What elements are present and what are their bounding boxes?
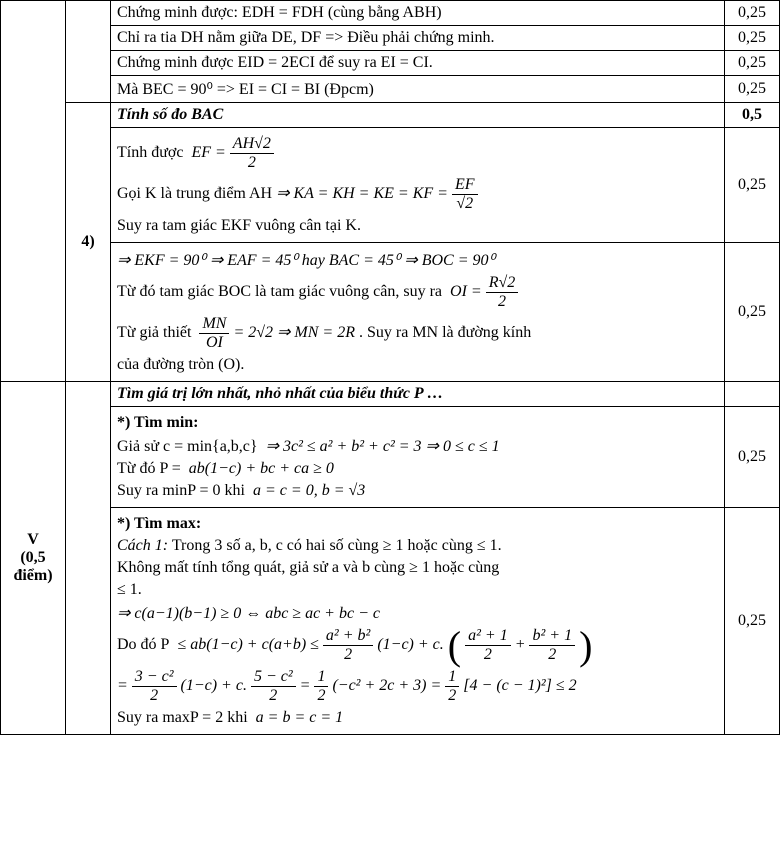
table-row: ⇒ EKF = 90⁰ ⇒ EAF = 45⁰ hay BAC = 45⁰ ⇒ …: [1, 243, 780, 382]
text: Suy ra minP = 0 khi: [117, 482, 245, 499]
math: EF =: [191, 144, 225, 161]
math: ≤ ab(1−c) + c(a+b) ≤: [177, 636, 318, 653]
math: ⇒ EKF = 90⁰ ⇒ EAF = 45⁰ hay BAC = 45⁰ ⇒ …: [117, 250, 718, 270]
heading: *) Tìm min:: [117, 414, 718, 432]
denominator: 2: [323, 646, 373, 664]
text: Giả sử c = min{a,b,c}: [117, 438, 258, 455]
math: ⇒ KA = KH = KE = KF =: [276, 185, 448, 202]
text: Tính được: [117, 144, 183, 161]
heading: *) Tìm max:: [117, 515, 718, 533]
table-row: Tính được EF = AH√2 2 Gọi K là trung điể…: [1, 128, 780, 243]
math: (1−c) + c.: [377, 636, 443, 653]
table-row: 4) Tính số đo BAC 0,5: [1, 103, 780, 128]
score-cell: 0,25: [725, 508, 780, 735]
content-cell: Tính được EF = AH√2 2 Gọi K là trung điể…: [111, 128, 725, 243]
table-row: V(0,5điểm) Tìm giá trị lớn nhất, nhỏ nhấ…: [1, 382, 780, 407]
numerator: MN: [199, 315, 229, 334]
text: Trong 3 số a, b, c có hai số cùng ≥ 1 ho…: [172, 537, 502, 554]
denominator: 2: [465, 646, 511, 664]
denominator: 2: [314, 687, 328, 705]
math: [4 − (c − 1)²] ≤ 2: [463, 677, 576, 694]
text: Cách 1:: [117, 537, 168, 554]
numerator: EF: [452, 176, 478, 195]
score-cell: 0,25: [725, 407, 780, 508]
math: (−c² + 2c + 3) =: [332, 677, 441, 694]
math: (1−c) + c.: [181, 677, 247, 694]
part-4-label: 4): [66, 103, 111, 382]
math: =: [300, 677, 311, 694]
table-row: Chứng minh được: EDH = FDH (cùng bằng AB…: [1, 1, 780, 26]
text: . Suy ra MN là đường kính: [359, 324, 531, 341]
math: ⇒ c(a−1)(b−1) ≥ 0 ⇔ abc ≥ ac + bc − c: [117, 603, 718, 623]
denominator: OI: [199, 334, 229, 352]
text: của đường tròn (O).: [117, 356, 718, 374]
denominator: 2: [486, 293, 519, 311]
math: = 2√2 ⇒ MN = 2R: [233, 324, 355, 341]
text: Gọi K là trung điểm AH: [117, 185, 272, 202]
table-row: Chứng minh được EID = 2ECI để suy ra EI …: [1, 51, 780, 76]
open-paren-icon: (: [448, 628, 461, 664]
denominator: 2: [230, 154, 274, 172]
close-paren-icon: ): [579, 628, 592, 664]
text: Do đó P: [117, 636, 169, 653]
numerator: 3 − c²: [132, 668, 177, 687]
denominator: √2: [452, 195, 478, 213]
denominator: 2: [529, 646, 575, 664]
content-cell: Tính số đo BAC: [111, 103, 725, 128]
denominator: 2: [132, 687, 177, 705]
score-cell: 0,25: [725, 243, 780, 382]
score-cell: 0,25: [725, 26, 780, 51]
math: =: [117, 677, 128, 694]
content-cell: Mà BEC = 90⁰ => EI = CI = BI (Đpcm): [111, 76, 725, 103]
content-cell: Tìm giá trị lớn nhất, nhỏ nhất của biểu …: [111, 382, 725, 407]
content-cell: Chứng minh được: EDH = FDH (cùng bằng AB…: [111, 1, 725, 26]
score-cell: 0,25: [725, 128, 780, 243]
table-row: *) Tìm max: Cách 1: Trong 3 số a, b, c c…: [1, 508, 780, 735]
numerator: a² + b²: [323, 627, 373, 646]
numerator: 5 − c²: [251, 668, 296, 687]
score-cell: 0,25: [725, 51, 780, 76]
text: Từ đó P =: [117, 460, 181, 477]
math: a = c = 0, b = √3: [253, 482, 365, 499]
part-cell-empty: [66, 382, 111, 735]
numerator: R√2: [486, 274, 519, 293]
content-cell: Chứng minh được EID = 2ECI để suy ra EI …: [111, 51, 725, 76]
section-v-label: V(0,5điểm): [1, 382, 66, 735]
text: ≤ 1.: [117, 581, 718, 599]
score-cell: 0,25: [725, 1, 780, 26]
math: a = b = c = 1: [256, 709, 344, 726]
score-cell: [725, 382, 780, 407]
numerator: 1: [314, 668, 328, 687]
table-row: *) Tìm min: Giả sử c = min{a,b,c} ⇒ 3c² …: [1, 407, 780, 508]
section-cell-empty: [1, 1, 66, 382]
text: Từ đó tam giác BOC là tam giác vuông cân…: [117, 283, 442, 300]
table-row: Mà BEC = 90⁰ => EI = CI = BI (Đpcm) 0,25: [1, 76, 780, 103]
denominator: 2: [251, 687, 296, 705]
numerator: 1: [445, 668, 459, 687]
part-cell-empty: [66, 1, 111, 103]
denominator: 2: [445, 687, 459, 705]
text: Từ giả thiết: [117, 324, 191, 341]
content-cell: *) Tìm min: Giả sử c = min{a,b,c} ⇒ 3c² …: [111, 407, 725, 508]
content-cell: *) Tìm max: Cách 1: Trong 3 số a, b, c c…: [111, 508, 725, 735]
numerator: b² + 1: [529, 627, 575, 646]
math: OI =: [450, 283, 482, 300]
score-cell: 0,5: [725, 103, 780, 128]
math: ⇒ 3c² ≤ a² + b² + c² = 3 ⇒ 0 ≤ c ≤ 1: [266, 438, 500, 455]
score-cell: 0,25: [725, 76, 780, 103]
numerator: AH√2: [230, 135, 274, 154]
text: Suy ra maxP = 2 khi: [117, 709, 248, 726]
content-cell: Chỉ ra tia DH nằm giữa DE, DF => Điều ph…: [111, 26, 725, 51]
text: Suy ra tam giác EKF vuông cân tại K.: [117, 217, 718, 235]
text: Không mất tính tổng quát, giả sử a và b …: [117, 559, 718, 577]
table-row: Chỉ ra tia DH nằm giữa DE, DF => Điều ph…: [1, 26, 780, 51]
math: ab(1−c) + bc + ca ≥ 0: [189, 460, 334, 477]
solution-table: Chứng minh được: EDH = FDH (cùng bằng AB…: [0, 0, 780, 735]
content-cell: ⇒ EKF = 90⁰ ⇒ EAF = 45⁰ hay BAC = 45⁰ ⇒ …: [111, 243, 725, 382]
numerator: a² + 1: [465, 627, 511, 646]
